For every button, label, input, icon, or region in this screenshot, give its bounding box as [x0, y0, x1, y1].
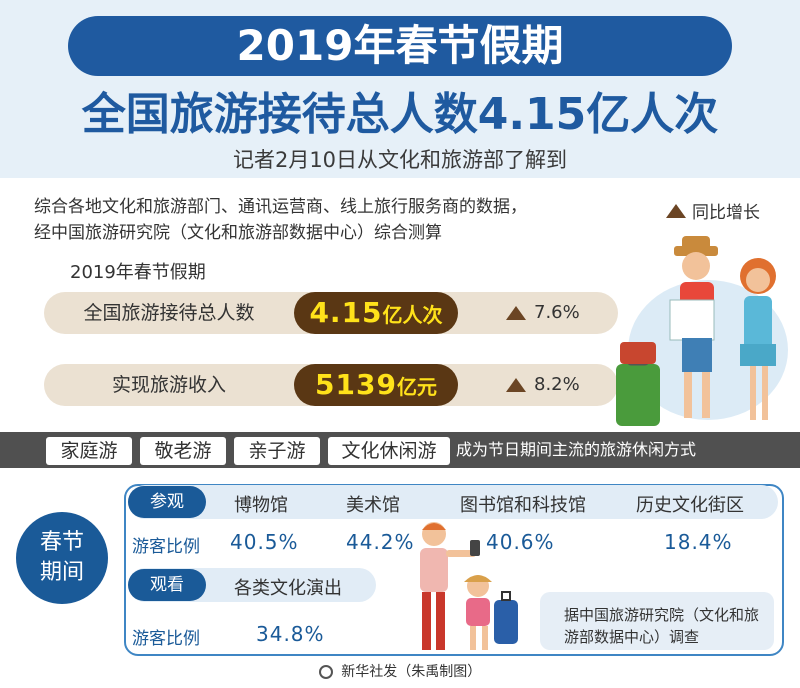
- value-museum: 40.5%: [230, 530, 299, 554]
- stat-value: 5139亿元: [294, 364, 458, 406]
- visit-category-row: [128, 485, 778, 519]
- stat-value-unit: 亿元: [396, 375, 437, 399]
- stat-label: 全国旅游接待总人数: [83, 302, 255, 324]
- period-line-2: 期间: [39, 560, 84, 585]
- value-cultural-performance: 34.8%: [256, 622, 325, 646]
- stat-row-visitors: 全国旅游接待总人数 4.15亿人次 7.6%: [44, 292, 618, 334]
- stat-change-value: 7.6%: [534, 302, 580, 323]
- tag-parent-child-travel: 亲子游: [234, 437, 320, 465]
- up-arrow-icon: [666, 203, 686, 218]
- value-art-gallery: 44.2%: [346, 530, 415, 554]
- tag-family-travel: 家庭游: [46, 437, 132, 465]
- intro-text: 综合各地文化和旅游部门、通讯运营商、线上旅行服务商的数据， 经中国旅游研究院（文…: [34, 194, 614, 246]
- family-illustration: [420, 522, 518, 650]
- page-title: 2019年春节假期: [68, 16, 732, 76]
- band-text: 成为节日期间主流的旅游休闲方式: [456, 440, 697, 459]
- visit-label: 参观: [128, 486, 206, 518]
- period-badge: 春节 期间: [16, 512, 108, 604]
- headline: 全国旅游接待总人数4.15亿人次: [81, 89, 719, 140]
- footer-credit: 新华社发（朱禹制图）: [341, 664, 482, 680]
- category-museum: 博物馆: [234, 495, 288, 516]
- stat-label: 实现旅游收入: [111, 374, 226, 396]
- category-cultural-performance: 各类文化演出: [234, 578, 342, 599]
- stat-value: 4.15亿人次: [294, 292, 458, 334]
- tag-cultural-leisure-travel: 文化休闲游: [328, 437, 450, 465]
- note-bubble: [540, 592, 774, 650]
- footer: 新华社发（朱禹制图）: [0, 656, 800, 688]
- travelers-illustration: [616, 236, 788, 426]
- legend-label: 同比增长: [692, 203, 760, 223]
- section-title: 2019年春节假期: [70, 262, 206, 283]
- period-line-1: 春节: [39, 530, 84, 555]
- stat-change-value: 8.2%: [534, 374, 580, 395]
- survey-source-note: 据中国旅游研究院（文化和旅游部数据中心）调查: [564, 606, 760, 646]
- up-arrow-icon: [506, 306, 526, 320]
- stat-change: 8.2%: [506, 364, 580, 406]
- stat-value-number: 5139: [315, 368, 397, 401]
- subheadline: 记者2月10日从文化和旅游部了解到: [232, 148, 568, 172]
- legend: 同比增长: [666, 198, 760, 223]
- watch-label: 观看: [128, 569, 206, 601]
- watch-ratio-label: 游客比例: [132, 629, 200, 649]
- value-historic-street: 18.4%: [664, 530, 733, 554]
- stat-row-revenue: 实现旅游收入 5139亿元 8.2%: [44, 364, 618, 406]
- tag-elderly-travel: 敬老游: [140, 437, 226, 465]
- visit-ratio-label: 游客比例: [132, 537, 200, 557]
- intro-line-2: 经中国旅游研究院（文化和旅游部数据中心）综合测算: [34, 223, 442, 243]
- category-art-gallery: 美术馆: [346, 495, 400, 516]
- intro-line-1: 综合各地文化和旅游部门、通讯运营商、线上旅行服务商的数据，: [34, 197, 527, 217]
- category-historic-street: 历史文化街区: [636, 495, 744, 516]
- value-library-science-museum: 40.6%: [486, 530, 555, 554]
- stat-value-unit: 亿人次: [382, 303, 443, 327]
- up-arrow-icon: [506, 378, 526, 392]
- xinhua-logo-icon: [318, 665, 333, 679]
- category-library-science-museum: 图书馆和科技馆: [460, 495, 586, 516]
- stat-value-number: 4.15: [309, 296, 383, 329]
- stat-change: 7.6%: [506, 292, 580, 334]
